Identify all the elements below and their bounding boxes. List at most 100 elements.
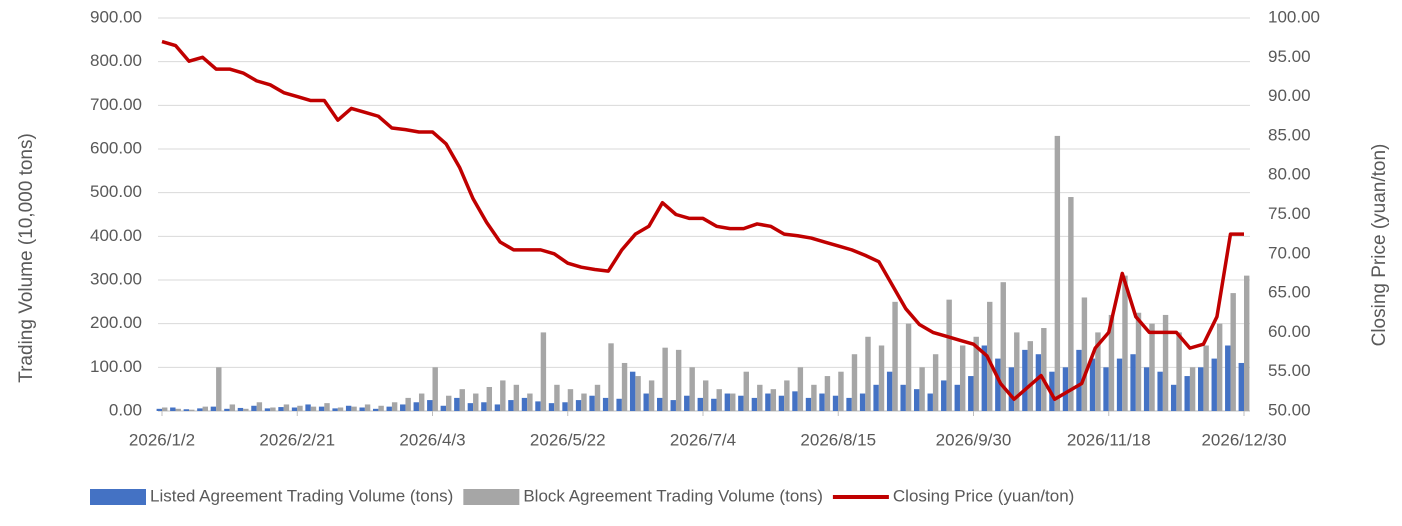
bar (1054, 135, 1061, 411)
bar (386, 406, 392, 411)
bar (535, 401, 541, 411)
bar (689, 367, 695, 411)
bar (838, 371, 844, 411)
x-tick-label: 2026/2/21 (259, 430, 335, 449)
y-tick-label: 400.00 (90, 226, 142, 245)
bar (589, 395, 595, 411)
bar (1238, 362, 1244, 411)
bar (251, 405, 257, 411)
legend-label: Listed Agreement Trading Volume (tons) (150, 486, 453, 505)
bar (846, 397, 852, 411)
bar (684, 395, 690, 411)
bar (851, 354, 858, 411)
bar (175, 408, 181, 411)
bar (1184, 376, 1190, 411)
bar (1211, 358, 1217, 411)
bar (305, 404, 311, 411)
x-tick-label: 2026/1/2 (129, 430, 195, 449)
bar (1203, 345, 1209, 411)
bar (797, 367, 804, 411)
bar (859, 393, 866, 411)
bar (1157, 371, 1163, 411)
bar (1062, 367, 1069, 411)
bar (1230, 293, 1236, 411)
y2-tick-label: 65.00 (1268, 283, 1311, 302)
bar (716, 389, 722, 411)
bar (886, 371, 893, 411)
bar (594, 384, 601, 411)
bar (467, 403, 474, 411)
x-tick-label: 2026/4/3 (399, 430, 465, 449)
bar (1176, 332, 1182, 411)
bar (959, 345, 966, 411)
bar (446, 395, 452, 411)
bar (900, 384, 906, 411)
bar (351, 406, 357, 411)
y-tick-label: 300.00 (90, 269, 142, 288)
bar (216, 367, 222, 411)
bar (946, 299, 952, 411)
bar (548, 403, 555, 411)
bar (711, 398, 717, 411)
bar (941, 380, 947, 411)
bar (1000, 282, 1006, 411)
x-tick-label: 2026/9/30 (936, 430, 1012, 449)
bar (602, 397, 609, 411)
bar (670, 400, 676, 411)
y2-tick-label: 85.00 (1268, 125, 1311, 144)
bar (1122, 275, 1128, 411)
bar (1116, 358, 1123, 411)
bar (581, 393, 587, 411)
x-tick-label: 2026/12/30 (1201, 430, 1286, 449)
bar (283, 404, 290, 411)
bar (1225, 345, 1231, 411)
bar (968, 376, 974, 411)
bar (738, 395, 744, 411)
bar (413, 402, 419, 411)
bar (730, 393, 736, 411)
bar (459, 389, 465, 411)
bar (554, 384, 560, 411)
bar (183, 409, 190, 411)
bar (878, 345, 885, 411)
bar (432, 367, 438, 411)
bar (189, 409, 195, 411)
y-tick-label: 800.00 (90, 51, 142, 70)
bar (500, 380, 506, 411)
bar (337, 407, 344, 411)
bar (1103, 367, 1109, 411)
bar (635, 376, 641, 411)
bar (332, 408, 338, 411)
bar (1027, 341, 1034, 411)
price-line (161, 39, 1244, 401)
bar (256, 402, 263, 411)
bar (973, 336, 979, 411)
bar (792, 391, 798, 411)
legend-swatch (90, 489, 146, 505)
bar (237, 407, 244, 411)
bar (987, 301, 993, 411)
bar (1135, 312, 1142, 411)
bar (291, 407, 298, 411)
bar (751, 397, 758, 411)
bar (1008, 367, 1015, 411)
bar (197, 408, 203, 411)
bar (527, 393, 533, 411)
bar (1095, 332, 1101, 411)
bar (1089, 358, 1096, 411)
bar (427, 400, 433, 411)
bar (378, 405, 384, 411)
y-tick-label: 200.00 (90, 313, 142, 332)
bar (770, 389, 777, 411)
y-tick-label: 0.00 (109, 400, 142, 419)
bar (865, 336, 871, 411)
bar (905, 323, 912, 411)
y2-tick-label: 50.00 (1268, 400, 1311, 419)
y-tick-label: 100.00 (90, 357, 142, 376)
bar (440, 405, 447, 411)
y2-axis-title: Closing Price (yuan/ton) (1369, 144, 1390, 347)
y-tick-label: 700.00 (90, 95, 142, 114)
bar (400, 404, 406, 411)
bar (1022, 349, 1028, 411)
bar (1170, 384, 1177, 411)
